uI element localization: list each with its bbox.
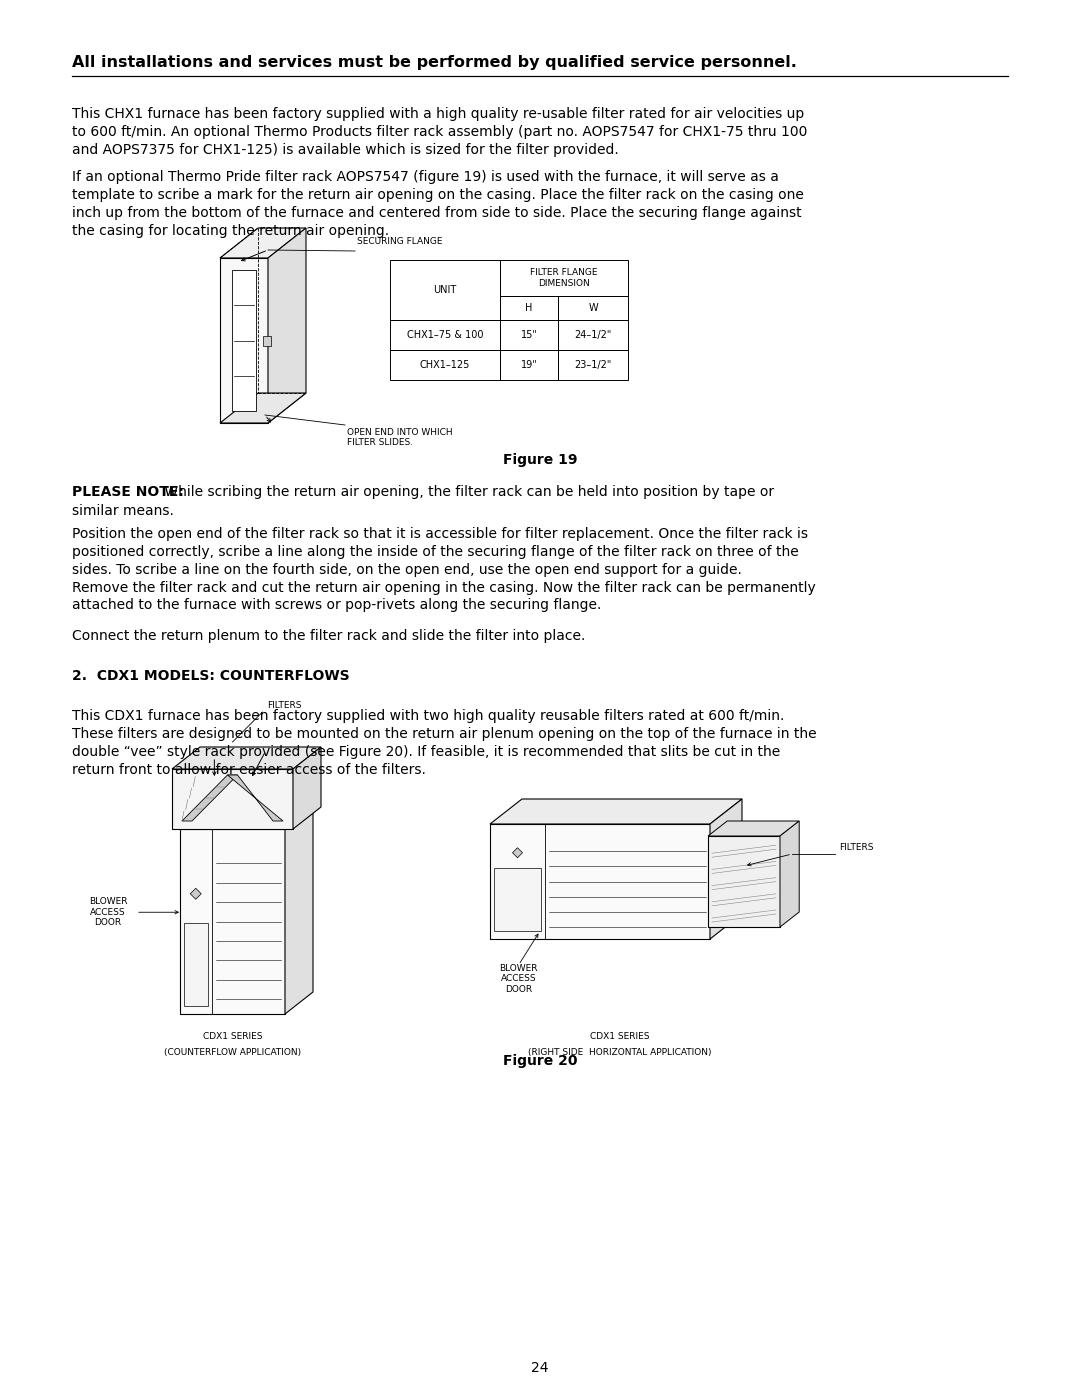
Text: PLEASE NOTE:: PLEASE NOTE: [72,485,184,499]
Bar [264,335,271,345]
Text: CDX1 SERIES: CDX1 SERIES [591,1032,650,1041]
Bar [232,270,256,411]
Text: 23–1/2": 23–1/2" [575,360,611,370]
Polygon shape [180,807,313,828]
Text: BLOWER
ACCESS
DOOR: BLOWER ACCESS DOOR [499,964,538,993]
Bar [558,351,627,380]
Text: Connect the return plenum to the filter rack and slide the filter into place.: Connect the return plenum to the filter … [72,629,585,643]
Text: Figure 19: Figure 19 [503,453,577,467]
Text: (RIGHT SIDE  HORIZONTAL APPLICATION): (RIGHT SIDE HORIZONTAL APPLICATION) [528,1048,712,1058]
Polygon shape [513,848,523,858]
Text: BLOWER
ACCESS
DOOR: BLOWER ACCESS DOOR [89,897,127,928]
Text: FILTERS: FILTERS [268,701,302,710]
Text: SECURING FLANGE: SECURING FLANGE [357,237,443,246]
Bar [558,320,627,351]
Polygon shape [780,821,799,928]
Text: 24–1/2": 24–1/2" [575,330,611,339]
Bar [500,351,558,380]
Text: 2.  CDX1 MODELS: COUNTERFLOWS: 2. CDX1 MODELS: COUNTERFLOWS [72,669,350,683]
Bar [390,260,500,320]
Bar [558,296,627,320]
Text: UNIT: UNIT [433,285,457,295]
Text: All installations and services must be performed by qualified service personnel.: All installations and services must be p… [72,54,797,70]
Bar [500,296,558,320]
Text: 15": 15" [521,330,538,339]
Text: This CDX1 furnace has been factory supplied with two high quality reusable filte: This CDX1 furnace has been factory suppl… [72,710,816,777]
Bar [184,923,207,1006]
Polygon shape [710,799,742,939]
Text: FILTER FLANGE
DIMENSION: FILTER FLANGE DIMENSION [530,268,597,288]
Text: OPEN END INTO WHICH
FILTER SLIDES.: OPEN END INTO WHICH FILTER SLIDES. [347,427,453,447]
Polygon shape [708,821,799,835]
Polygon shape [190,888,201,900]
Bar [500,260,627,296]
Polygon shape [490,799,742,824]
Bar [172,768,293,828]
Bar [390,351,500,380]
Text: CDX1 SERIES: CDX1 SERIES [203,1032,262,1041]
Polygon shape [220,258,268,423]
Polygon shape [268,228,306,423]
Text: Figure 20: Figure 20 [503,1053,577,1067]
Bar [490,824,710,939]
Bar [708,835,780,928]
Bar [390,320,500,351]
Text: While scribing the return air opening, the filter rack can be held into position: While scribing the return air opening, t… [160,485,774,499]
Polygon shape [172,747,321,768]
Polygon shape [285,807,313,1014]
Bar [494,868,541,930]
Text: (COUNTERFLOW APPLICATION): (COUNTERFLOW APPLICATION) [164,1048,301,1058]
Text: CHX1–125: CHX1–125 [420,360,470,370]
Polygon shape [293,747,321,828]
Polygon shape [183,775,238,821]
Text: H: H [525,303,532,313]
Text: FILTERS: FILTERS [839,842,874,852]
Text: CHX1–75 & 100: CHX1–75 & 100 [407,330,483,339]
Text: 24: 24 [531,1361,549,1375]
Text: Position the open end of the filter rack so that it is accessible for filter rep: Position the open end of the filter rack… [72,527,815,612]
Text: similar means.: similar means. [72,503,174,517]
Text: 19": 19" [521,360,538,370]
Bar [180,828,285,1014]
Text: W: W [589,303,598,313]
Polygon shape [228,775,283,821]
Polygon shape [220,228,306,258]
Text: If an optional Thermo Pride filter rack AOPS7547 (figure 19) is used with the fu: If an optional Thermo Pride filter rack … [72,170,804,237]
Text: This CHX1 furnace has been factory supplied with a high quality re-usable filter: This CHX1 furnace has been factory suppl… [72,108,808,156]
Bar [500,320,558,351]
Polygon shape [220,393,306,423]
